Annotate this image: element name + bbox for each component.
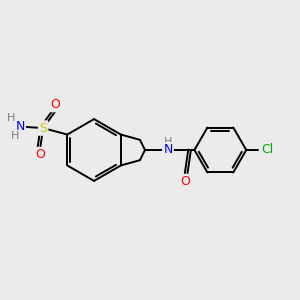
Text: N: N (16, 120, 25, 133)
Text: H: H (11, 131, 19, 141)
Text: H: H (164, 137, 172, 147)
Text: N: N (163, 143, 172, 157)
Text: Cl: Cl (261, 143, 274, 157)
Text: O: O (180, 175, 190, 188)
Text: S: S (39, 122, 47, 135)
Text: O: O (35, 148, 45, 161)
Text: H: H (7, 113, 15, 123)
Text: O: O (51, 98, 60, 111)
